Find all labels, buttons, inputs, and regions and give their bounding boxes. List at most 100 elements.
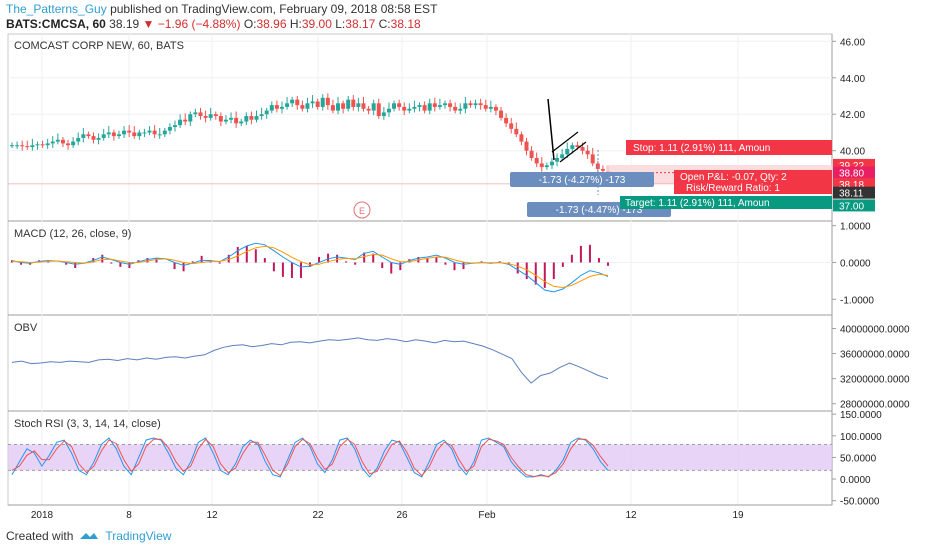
low-label: L: (335, 17, 346, 31)
price-badge: 39.22 (839, 161, 864, 172)
candle-body (142, 132, 147, 134)
candle-body (325, 97, 330, 106)
symbol-label[interactable]: BATS:CMCSA, 60 (6, 17, 106, 31)
candle-body (229, 117, 234, 120)
candle-body (81, 134, 86, 138)
candle-body (453, 106, 458, 111)
close-value: 38.18 (390, 17, 421, 31)
candle-body (529, 150, 534, 158)
candle-body (585, 150, 590, 155)
candle-body (504, 117, 509, 124)
candle-body (336, 103, 341, 111)
candle-body (198, 112, 203, 117)
candle-body (218, 116, 223, 122)
candle-body (356, 103, 361, 107)
candle-body (351, 99, 356, 107)
price-change: −1.96 (−4.88%) (157, 17, 241, 31)
chart-header: The_Patterns_Guy published on TradingVie… (6, 2, 926, 32)
price-tick-label: 42.00 (840, 110, 865, 121)
obv-pane-title: OBV (14, 322, 38, 334)
candle-body (274, 105, 279, 109)
x-tick-label: 22 (312, 510, 324, 521)
x-tick-label: 19 (732, 510, 744, 521)
price-tick-label: 44.00 (840, 74, 865, 85)
stoch-tick-label: 100.0000 (840, 432, 882, 443)
candle-body (60, 139, 65, 144)
candle-body (534, 158, 539, 164)
candle-body (188, 114, 193, 122)
candle-body (285, 103, 290, 107)
candle-body (183, 119, 188, 122)
candle-body (127, 130, 132, 133)
candle-body (544, 165, 549, 168)
close-label: C: (378, 17, 391, 31)
candle-body (600, 168, 605, 171)
candle-body (300, 105, 305, 109)
candle-body (208, 114, 213, 118)
candle-body (483, 105, 488, 109)
candle-body (25, 146, 30, 148)
measure-label-1: -1.73 (-4.27%) -173 (539, 175, 626, 186)
candle-body (137, 132, 142, 137)
candle-body (392, 103, 397, 109)
candle-body (499, 110, 504, 118)
candle-body (234, 117, 239, 124)
stoch-tick-label: 50.0000 (840, 453, 877, 464)
price-badge: 37.00 (839, 201, 864, 212)
candle-body (386, 108, 391, 113)
low-value: 38.17 (345, 17, 376, 31)
author-link[interactable]: The_Patterns_Guy (6, 2, 107, 16)
candle-body (101, 134, 106, 138)
candle-body (478, 103, 483, 106)
high-label: H: (289, 17, 302, 31)
candle-body (167, 127, 172, 131)
candle-body (91, 136, 96, 140)
price-badge: 38.18 (839, 180, 864, 191)
candle-body (473, 103, 478, 106)
candle-body (269, 105, 274, 111)
candle-body (488, 106, 493, 109)
candle-body (346, 99, 351, 109)
candle-body (315, 101, 320, 107)
candle-body (111, 132, 116, 137)
x-tick-label: 8 (126, 510, 132, 521)
earnings-marker-icon (353, 201, 371, 219)
candle-body (96, 137, 101, 140)
candle-body (86, 134, 91, 137)
candle-body (330, 105, 335, 111)
candle-body (458, 108, 463, 111)
candle-body (10, 145, 14, 147)
candle-body (448, 103, 453, 107)
stoch-band (8, 444, 832, 471)
candle-body (76, 137, 81, 142)
obv-line (11, 337, 609, 384)
candle-body (575, 145, 580, 148)
candle-body (116, 134, 121, 137)
candle-body (402, 106, 407, 111)
price-pane-title: COMCAST CORP NEW, 60, BATS (14, 40, 184, 52)
candle-body (570, 145, 575, 149)
obv-tick-label: 36000000.0000 (840, 350, 910, 361)
candle-body (162, 130, 167, 135)
measure-label-2: -1.73 (-4.47%) -173 (556, 205, 643, 216)
candle-body (35, 144, 40, 146)
candle-body (203, 116, 208, 118)
tradingview-brand[interactable]: TradingView (105, 529, 172, 543)
pl-label-bg (674, 170, 832, 194)
candle-body (45, 143, 50, 146)
candle-body (223, 119, 228, 122)
stoch-pane-title: Stoch RSI (3, 3, 14, 14, close) (14, 418, 161, 430)
price-badge: 38.11 (839, 189, 864, 200)
candle-body (341, 103, 346, 109)
macd-tick-label: 1.0000 (840, 222, 871, 233)
down-arrow-icon: ▼ (142, 17, 155, 31)
candle-body (514, 128, 519, 135)
candle-body (295, 99, 300, 106)
earnings-marker-label: E (359, 206, 365, 216)
price-badge-bg (833, 186, 875, 199)
candle-body (249, 116, 254, 120)
candle-body (539, 163, 544, 168)
chart-canvas[interactable]: 2018 8 12 22 26 Feb 12 19 46.00 44.00 42.00 40.00 CO… (0, 0, 932, 530)
stoch-tick-label: -50.0000 (840, 497, 880, 508)
candle-body (437, 105, 442, 107)
